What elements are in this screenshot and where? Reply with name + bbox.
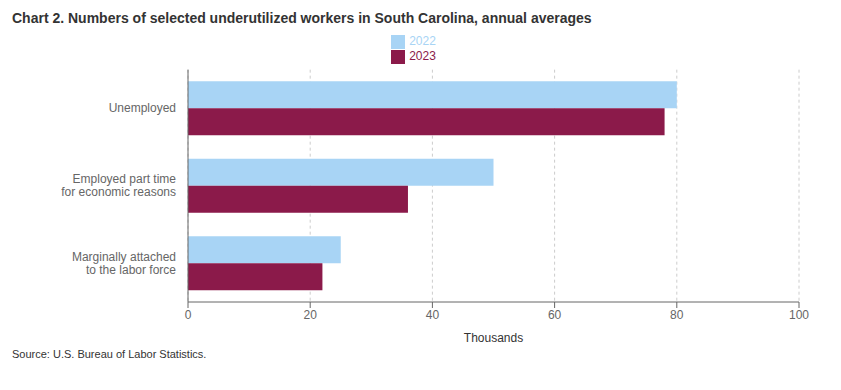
html-text:Source: U.S. Bureau of Labor S: Source: U.S. Bureau of Labor Statistics. [12, 348, 207, 360]
svg-text:0: 0 [185, 308, 192, 322]
html-text:2022: 2022 [409, 34, 436, 48]
svg-text:60: 60 [548, 308, 562, 322]
svg-text:20: 20 [304, 308, 318, 322]
html-text:2023: 2023 [409, 48, 436, 63]
svg-text:Marginally attachedto the labo: Marginally attachedto the labor force [72, 250, 176, 277]
svg-text:100: 100 [789, 308, 809, 322]
svg-text:Unemployed: Unemployed [109, 101, 176, 115]
html-text:Chart 2. Numbers of selected u: Chart 2. Numbers of selected underutiliz… [12, 10, 592, 26]
svg-text:80: 80 [670, 308, 684, 322]
svg-text:Employed part timefor economic: Employed part timefor economic reasons [61, 172, 176, 199]
svg-text:Thousands: Thousands [464, 331, 523, 345]
svg-text:40: 40 [426, 308, 440, 322]
